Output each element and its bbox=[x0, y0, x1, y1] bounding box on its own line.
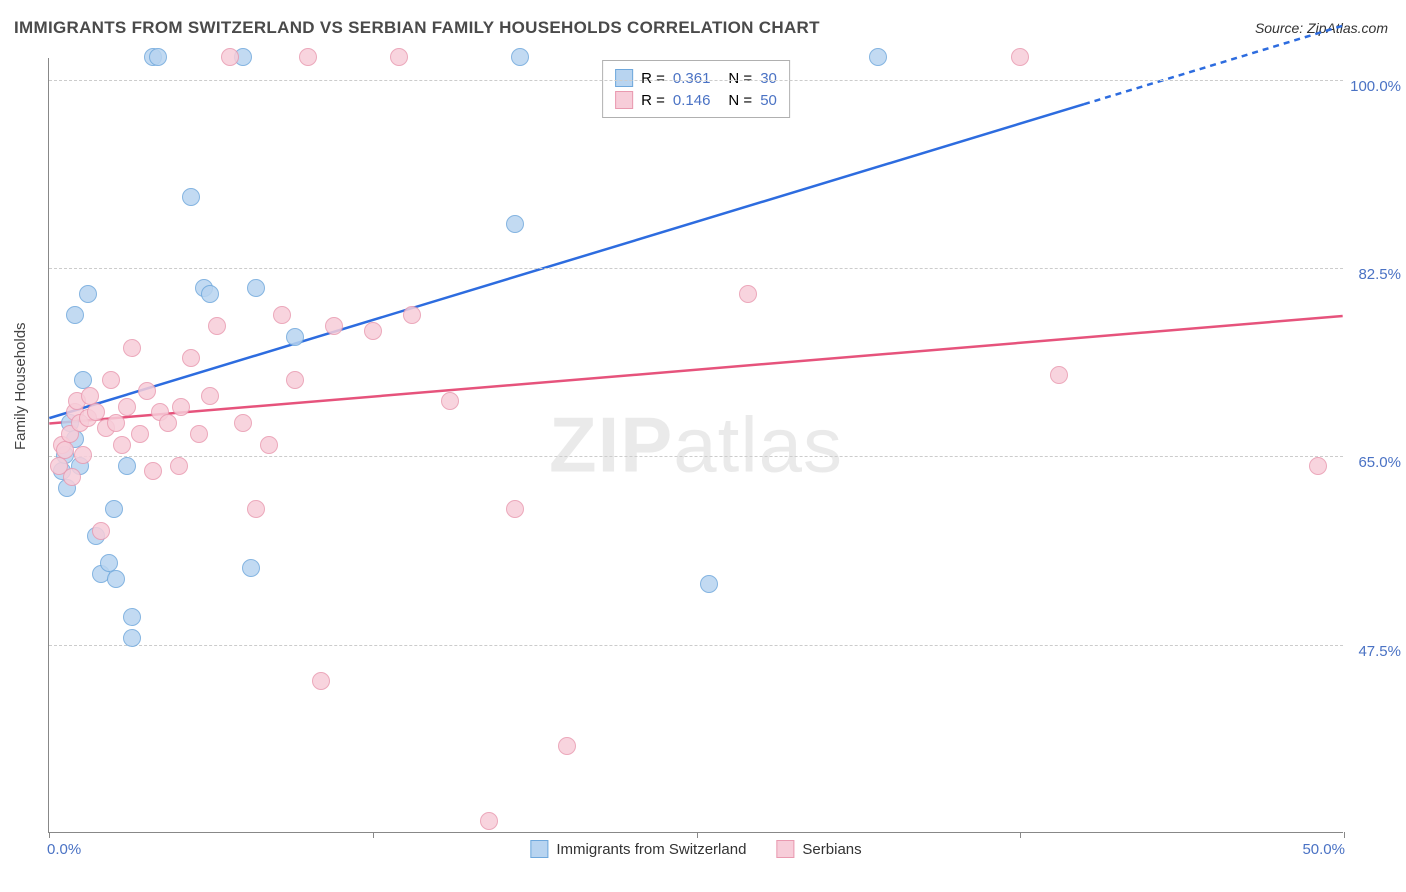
x-tickmark bbox=[1344, 832, 1345, 838]
data-point bbox=[92, 522, 110, 540]
data-point bbox=[273, 306, 291, 324]
y-tick-label: 100.0% bbox=[1349, 78, 1401, 95]
legend-swatch-b-series2 bbox=[776, 840, 794, 858]
data-point bbox=[201, 387, 219, 405]
y-tick-label: 65.0% bbox=[1349, 454, 1401, 471]
gridline bbox=[49, 80, 1343, 81]
data-point bbox=[102, 371, 120, 389]
y-tick-label: 82.5% bbox=[1349, 266, 1401, 283]
data-point bbox=[172, 398, 190, 416]
data-point bbox=[247, 500, 265, 518]
data-point bbox=[403, 306, 421, 324]
r-value-1: 0.361 bbox=[673, 70, 711, 87]
data-point bbox=[221, 48, 239, 66]
data-point bbox=[558, 737, 576, 755]
data-point bbox=[131, 425, 149, 443]
data-point bbox=[506, 500, 524, 518]
data-point bbox=[299, 48, 317, 66]
data-point bbox=[260, 436, 278, 454]
legend-row-series2: R = 0.146 N = 50 bbox=[615, 89, 777, 111]
data-point bbox=[105, 500, 123, 518]
gridline bbox=[49, 268, 1343, 269]
data-point bbox=[312, 672, 330, 690]
x-tickmark bbox=[697, 832, 698, 838]
legend-swatch-series1 bbox=[615, 69, 633, 87]
legend-correlation: R = 0.361 N = 30 R = 0.146 N = 50 bbox=[602, 60, 790, 118]
data-point bbox=[87, 403, 105, 421]
legend-row-series1: R = 0.361 N = 30 bbox=[615, 67, 777, 89]
data-point bbox=[123, 608, 141, 626]
data-point bbox=[107, 414, 125, 432]
data-point bbox=[1050, 366, 1068, 384]
data-point bbox=[1309, 457, 1327, 475]
y-tick-label: 47.5% bbox=[1349, 643, 1401, 660]
legend-item-series1: Immigrants from Switzerland bbox=[530, 840, 746, 858]
trend-lines bbox=[49, 58, 1343, 832]
data-point bbox=[325, 317, 343, 335]
data-point bbox=[66, 306, 84, 324]
x-tick-max: 50.0% bbox=[1302, 841, 1345, 858]
data-point bbox=[390, 48, 408, 66]
n-value-1: 30 bbox=[760, 70, 777, 87]
data-point bbox=[511, 48, 529, 66]
data-point bbox=[63, 468, 81, 486]
source-label: Source: ZipAtlas.com bbox=[1255, 20, 1388, 36]
legend-swatch-series2 bbox=[615, 91, 633, 109]
data-point bbox=[74, 446, 92, 464]
data-point bbox=[149, 48, 167, 66]
data-point bbox=[364, 322, 382, 340]
chart-title: IMMIGRANTS FROM SWITZERLAND VS SERBIAN F… bbox=[14, 18, 820, 38]
gridline bbox=[49, 645, 1343, 646]
n-value-2: 50 bbox=[760, 92, 777, 109]
r-value-2: 0.146 bbox=[673, 92, 711, 109]
data-point bbox=[242, 559, 260, 577]
data-point bbox=[107, 570, 125, 588]
data-point bbox=[182, 349, 200, 367]
data-point bbox=[56, 441, 74, 459]
data-point bbox=[118, 457, 136, 475]
data-point bbox=[170, 457, 188, 475]
data-point bbox=[286, 328, 304, 346]
data-point bbox=[869, 48, 887, 66]
data-point bbox=[79, 285, 97, 303]
data-point bbox=[208, 317, 226, 335]
data-point bbox=[234, 414, 252, 432]
data-point bbox=[700, 575, 718, 593]
data-point bbox=[1011, 48, 1029, 66]
x-tickmark bbox=[373, 832, 374, 838]
data-point bbox=[144, 462, 162, 480]
data-point bbox=[159, 414, 177, 432]
data-point bbox=[123, 339, 141, 357]
legend-series: Immigrants from Switzerland Serbians bbox=[530, 840, 861, 858]
data-point bbox=[113, 436, 131, 454]
data-point bbox=[480, 812, 498, 830]
y-axis-label: Family Households bbox=[12, 322, 29, 450]
legend-swatch-b-series1 bbox=[530, 840, 548, 858]
data-point bbox=[286, 371, 304, 389]
data-point bbox=[138, 382, 156, 400]
data-point bbox=[182, 188, 200, 206]
data-point bbox=[506, 215, 524, 233]
data-point bbox=[441, 392, 459, 410]
data-point bbox=[247, 279, 265, 297]
x-tickmark bbox=[1020, 832, 1021, 838]
data-point bbox=[201, 285, 219, 303]
x-tickmark bbox=[49, 832, 50, 838]
gridline bbox=[49, 456, 1343, 457]
data-point bbox=[123, 629, 141, 647]
data-point bbox=[190, 425, 208, 443]
data-point bbox=[739, 285, 757, 303]
data-point bbox=[118, 398, 136, 416]
x-tick-min: 0.0% bbox=[47, 841, 81, 858]
plot-area: ZIPatlas R = 0.361 N = 30 R = 0.146 N = … bbox=[48, 58, 1343, 833]
legend-item-series2: Serbians bbox=[776, 840, 861, 858]
